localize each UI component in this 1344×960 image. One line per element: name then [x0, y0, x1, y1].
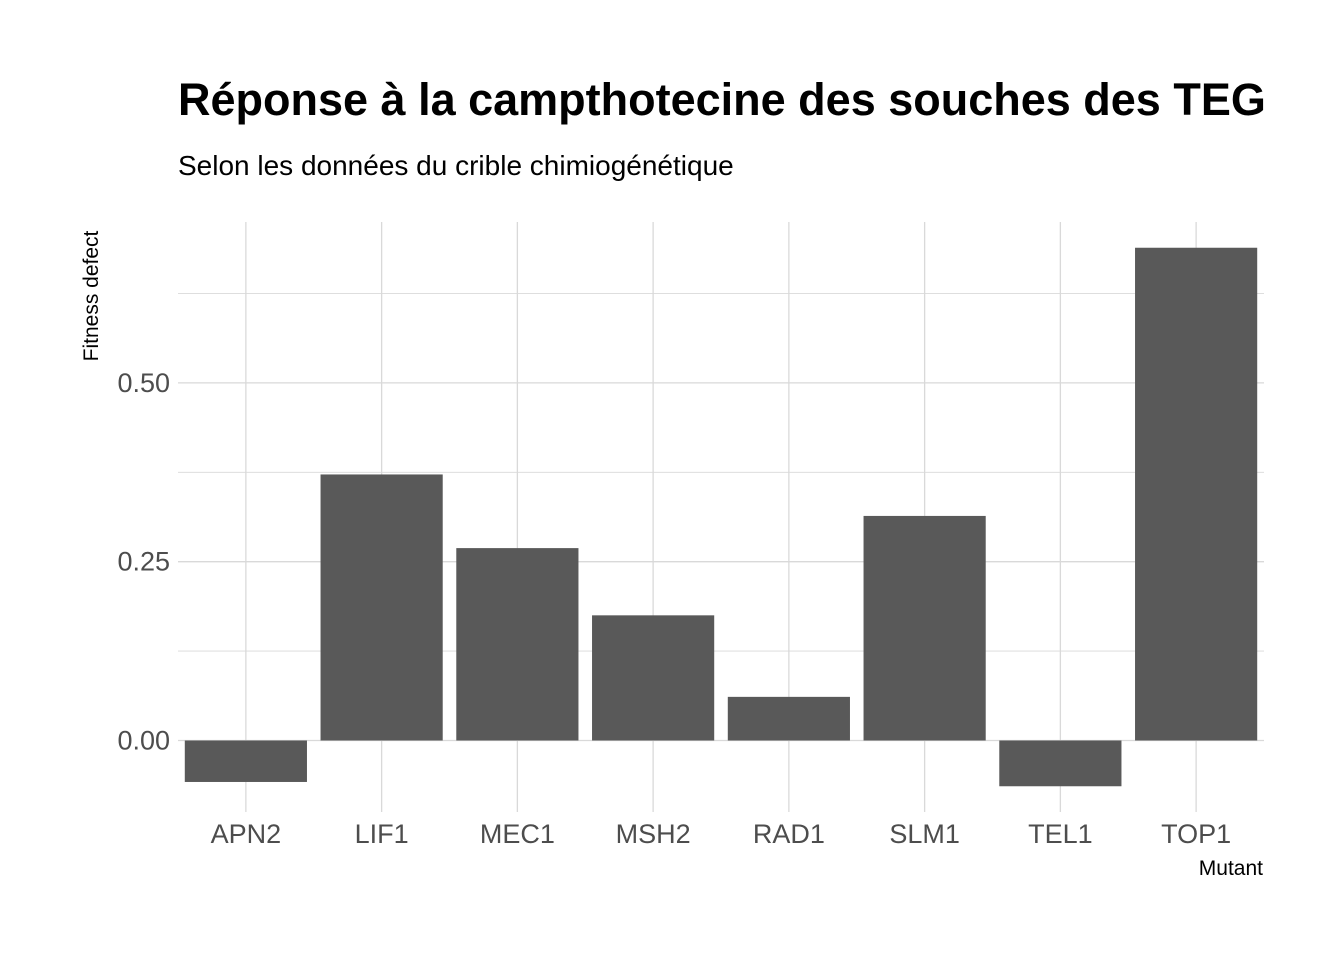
bar-lif1 [320, 474, 443, 741]
bar-msh2 [592, 615, 715, 741]
bar-tel1 [999, 740, 1122, 787]
x-tick-label: SLM1 [889, 819, 960, 849]
x-tick-label: APN2 [211, 819, 282, 849]
y-axis-ticks: 0.00 0.25 0.50 [117, 368, 170, 756]
bar-top1 [1135, 247, 1258, 741]
bar-rad1 [727, 696, 850, 741]
y-tick-label: 0.50 [117, 368, 170, 398]
chart-title: Réponse à la campthotecine des souches d… [178, 74, 1266, 125]
y-axis-title: Fitness defect [80, 230, 103, 361]
chart-subtitle: Selon les données du crible chimiogénéti… [178, 150, 734, 181]
x-tick-label: LIF1 [355, 819, 409, 849]
bar-apn2 [184, 740, 307, 782]
x-tick-label: MEC1 [480, 819, 555, 849]
x-tick-label: TOP1 [1161, 819, 1231, 849]
bars [184, 247, 1258, 787]
x-tick-label: TEL1 [1028, 819, 1093, 849]
x-axis-title: Mutant [1199, 857, 1263, 880]
x-tick-label: MSH2 [616, 819, 691, 849]
bar-slm1 [863, 515, 986, 741]
x-axis-ticks: APN2 LIF1 MEC1 MSH2 RAD1 SLM1 TEL1 TOP1 [211, 819, 1232, 849]
y-tick-label: 0.25 [117, 547, 170, 577]
x-tick-label: RAD1 [753, 819, 825, 849]
y-tick-label: 0.00 [117, 725, 170, 755]
bar-mec1 [456, 548, 579, 741]
